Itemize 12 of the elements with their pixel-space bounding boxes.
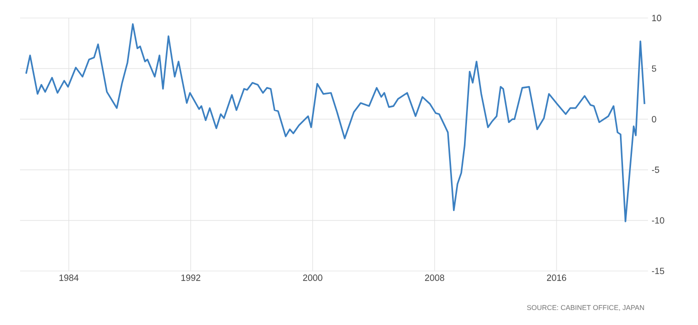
y-tick-label: -10: [652, 217, 664, 224]
y-tick-label: 10: [652, 14, 662, 22]
y-tick-label: 0: [652, 116, 656, 122]
x-tick-label: 1992: [181, 274, 200, 281]
x-tick-label: 2016: [546, 274, 566, 281]
y-tick-label: -15: [652, 268, 664, 274]
y-tick-label: 5: [652, 65, 656, 72]
x-tick-label: 2008: [425, 274, 444, 281]
x-tick-label: 2000: [303, 274, 322, 281]
line-series: [25, 23, 646, 222]
x-tick-label: 1984: [59, 274, 79, 281]
y-tick-label: -5: [652, 166, 660, 173]
